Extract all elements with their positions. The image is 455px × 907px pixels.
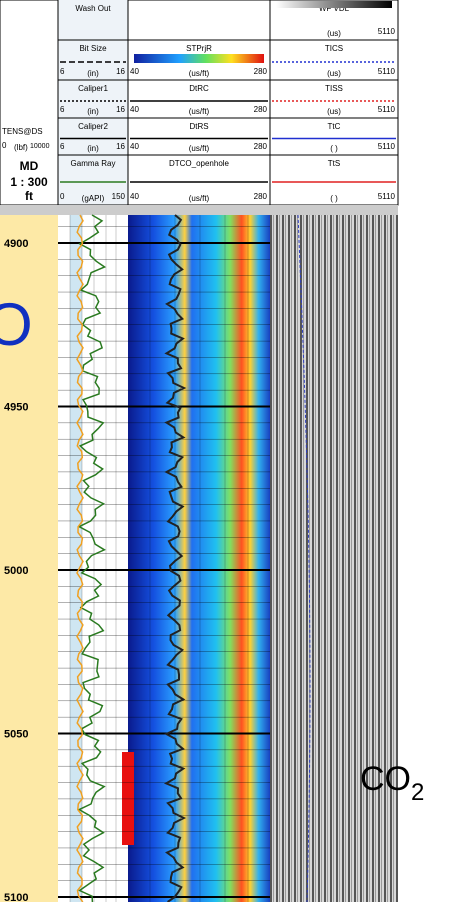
scale-min: 40 <box>130 192 139 201</box>
scale-max: 5110 <box>378 192 396 201</box>
depth-label: 4950 <box>4 402 28 414</box>
log-body <box>0 214 398 903</box>
scale-max: 5110 <box>378 67 396 76</box>
vdl-image <box>270 215 398 902</box>
scale-max: 280 <box>254 67 268 76</box>
scale-min: 0 <box>60 192 65 201</box>
depth-scale-title: MD <box>20 159 39 173</box>
scale-max: 5110 <box>378 27 396 36</box>
scale-max: 280 <box>254 142 268 151</box>
depth-max: 10000 <box>30 143 50 150</box>
depth-track <box>0 215 58 902</box>
marker <box>122 752 134 845</box>
annotation-subscript: 2 <box>411 779 424 806</box>
curve-name: Caliper2 <box>78 122 108 131</box>
scale-unit: ( ) <box>330 194 338 203</box>
gray-bar <box>276 1 392 8</box>
scale-max: 280 <box>254 192 268 201</box>
scale-min: 40 <box>130 142 139 151</box>
tt-curve <box>297 214 311 903</box>
scale-unit: (us) <box>327 69 341 78</box>
track1-header <box>58 0 128 205</box>
depth-scale: 1 : 300 <box>10 175 48 189</box>
scale-unit: (in) <box>87 69 99 78</box>
scale-max: 280 <box>254 105 268 114</box>
scale-unit: (gAPI) <box>82 194 105 203</box>
header: Wash Out WF VDL (us) 5110 Bit Size 6 (in) 16 STP… <box>0 0 399 206</box>
scale-unit: (in) <box>87 144 99 153</box>
depth-label: 5100 <box>4 892 28 902</box>
curve-name: TISS <box>325 84 343 93</box>
gamma-curve <box>77 214 107 903</box>
curve-name: Wash Out <box>75 4 111 13</box>
depth-unit: (lbf) <box>14 143 28 152</box>
depth-label: 4900 <box>4 238 28 250</box>
scale-unit: (us) <box>327 107 341 116</box>
scale-min: 40 <box>130 67 139 76</box>
slowness-image <box>128 215 270 902</box>
scale-unit: (us/ft) <box>189 194 210 203</box>
depth-label: 5050 <box>4 729 28 741</box>
curve-name: Bit Size <box>79 44 107 53</box>
scale-unit: (us/ft) <box>189 144 210 153</box>
curve-name: TICS <box>325 44 343 53</box>
scale-unit: (us/ft) <box>189 107 210 116</box>
scale-max: 150 <box>112 192 126 201</box>
scale-unit: (in) <box>87 107 99 116</box>
curve-name: TtC <box>328 122 341 131</box>
curve-name: DtRS <box>189 122 208 131</box>
scale-unit: ( ) <box>330 144 338 153</box>
curve-name: DtRC <box>189 84 209 93</box>
depth-label: 5000 <box>4 565 28 577</box>
scale-min: 6 <box>60 67 65 76</box>
scale-unit: (us/ft) <box>189 69 210 78</box>
track1 <box>58 215 128 902</box>
bit-fill <box>70 215 82 902</box>
caliper-curve <box>76 214 84 903</box>
scale-max: 16 <box>116 67 125 76</box>
annotation: CO2 <box>360 760 424 806</box>
curve-name: TtS <box>328 159 340 168</box>
curve-name: WF VDL <box>319 4 350 13</box>
curve-name: Gamma Ray <box>71 159 116 168</box>
color-bar <box>134 54 264 63</box>
curve-name: DTCO_openhole <box>169 159 230 168</box>
scale-max: 5110 <box>378 142 396 151</box>
scale-min: 6 <box>60 142 65 151</box>
separator <box>0 205 398 215</box>
annotation-text: CO <box>360 760 411 798</box>
dt-curve <box>163 214 187 903</box>
scale-max: 16 <box>116 142 125 151</box>
scale-max: 16 <box>116 105 125 114</box>
scale-min: 6 <box>60 105 65 114</box>
scale-min: 40 <box>130 105 139 114</box>
curve-name: STPrjR <box>186 44 212 53</box>
edge-text: O <box>0 291 33 358</box>
curve-name: Caliper1 <box>78 84 108 93</box>
depth-curve: TENS@DS <box>2 127 43 136</box>
depth-scale-unit: ft <box>25 189 33 203</box>
scale-unit: (us) <box>327 29 341 38</box>
scale-max: 5110 <box>378 105 396 114</box>
depth-min: 0 <box>2 141 7 150</box>
